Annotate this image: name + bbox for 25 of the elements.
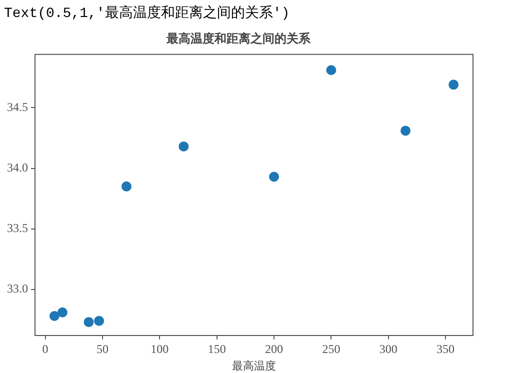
point [448, 80, 459, 90]
y-tick-label: 34.0 [7, 160, 28, 174]
point [121, 181, 132, 192]
point [178, 141, 189, 152]
x-tick-label: 300 [379, 342, 398, 356]
y-tick-label: 33.5 [7, 220, 28, 235]
text: Text(0.5,1,'最高温度和距离之间的关系') [3, 4, 291, 24]
point [57, 307, 68, 318]
x-tick-label: 200 [265, 342, 284, 356]
y-tick-label: 34.5 [7, 100, 28, 114]
x-tick-label: 350 [436, 342, 455, 356]
point [84, 317, 94, 328]
y-tick-label: 33.0 [7, 282, 28, 296]
x-tick-label: 50 [96, 342, 108, 356]
point [94, 316, 104, 326]
chart-title: 最高温度和距离之间的关系 [166, 31, 312, 46]
x-tick-label: 100 [150, 342, 169, 356]
x-axis-title: 最高温度 [232, 359, 276, 372]
x-tick-label: 150 [208, 342, 226, 356]
x-tick-label: 250 [322, 342, 340, 356]
point [326, 65, 336, 76]
point [269, 172, 280, 182]
point [400, 126, 411, 136]
point [49, 311, 60, 322]
x-tick-label: 0 [42, 342, 48, 356]
